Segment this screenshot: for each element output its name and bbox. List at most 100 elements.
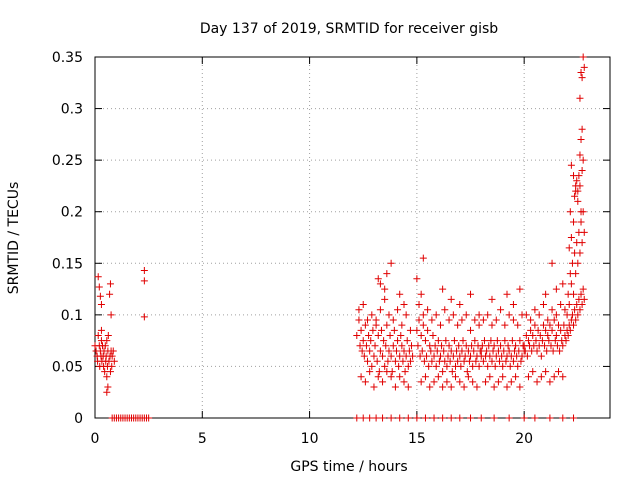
data-point — [548, 306, 556, 314]
data-point — [413, 275, 421, 283]
data-point — [546, 321, 554, 329]
data-point — [546, 378, 554, 386]
data-point — [565, 244, 573, 252]
data-point — [542, 326, 550, 334]
x-tick-label: 20 — [515, 431, 533, 447]
data-point — [548, 259, 556, 267]
data-point — [537, 373, 545, 381]
data-point — [452, 373, 459, 381]
data-point — [459, 337, 467, 345]
data-point — [369, 326, 377, 334]
data-point — [579, 156, 587, 164]
data-point — [104, 383, 112, 391]
data-point — [578, 239, 586, 247]
data-point — [445, 316, 453, 324]
data-point — [415, 316, 423, 324]
data-point — [145, 414, 153, 422]
data-point — [441, 306, 449, 314]
data-point — [580, 63, 588, 71]
data-point — [95, 283, 103, 291]
data-point — [565, 301, 573, 309]
data-point — [477, 414, 485, 422]
data-point — [465, 357, 473, 365]
data-point — [543, 347, 551, 355]
data-point — [566, 208, 574, 216]
data-point — [101, 342, 109, 350]
data-point — [404, 383, 412, 391]
data-point — [467, 326, 475, 334]
data-point — [368, 362, 376, 370]
data-point — [383, 368, 391, 376]
data-point — [552, 285, 560, 293]
data-point — [382, 342, 390, 350]
data-point — [455, 342, 463, 350]
data-point — [529, 331, 537, 339]
data-point — [397, 331, 405, 339]
data-point — [97, 301, 105, 309]
data-point — [483, 347, 491, 355]
data-point — [479, 357, 487, 365]
data-point — [501, 337, 509, 345]
data-point — [544, 331, 552, 339]
data-point — [545, 337, 553, 345]
data-point — [398, 321, 406, 329]
data-point — [578, 125, 586, 133]
data-point — [490, 383, 498, 391]
data-point — [109, 347, 117, 355]
data-point — [514, 321, 522, 329]
data-point — [356, 342, 364, 350]
data-point — [427, 347, 435, 355]
data-point — [556, 347, 564, 355]
data-point — [406, 357, 414, 365]
data-point — [514, 362, 522, 370]
data-point — [508, 337, 516, 345]
y-tick-label: 0.25 — [52, 153, 83, 169]
data-point — [524, 373, 532, 381]
data-point — [488, 295, 496, 303]
data-point — [357, 373, 365, 381]
data-point — [490, 342, 498, 350]
data-point — [383, 321, 391, 329]
data-point — [574, 187, 582, 195]
data-point — [445, 342, 453, 350]
data-point — [450, 337, 458, 345]
data-point — [430, 378, 438, 386]
data-point — [432, 362, 440, 370]
data-point — [417, 290, 425, 298]
data-point — [353, 414, 361, 422]
data-point — [567, 280, 575, 288]
data-point — [573, 177, 581, 185]
data-point — [362, 342, 370, 350]
data-point — [396, 290, 404, 298]
data-point — [368, 311, 376, 319]
data-point — [94, 273, 102, 281]
data-point — [493, 337, 501, 345]
data-point — [413, 414, 421, 422]
y-tick-label: 0.2 — [61, 205, 83, 221]
data-point — [580, 228, 588, 236]
data-point — [389, 316, 397, 324]
data-point — [404, 362, 412, 370]
data-point — [419, 321, 427, 329]
data-point — [361, 378, 369, 386]
data-point — [460, 383, 468, 391]
data-point — [97, 326, 105, 334]
data-point — [521, 347, 529, 355]
data-point — [456, 378, 464, 386]
data-point — [449, 311, 457, 319]
data-point — [464, 373, 472, 381]
data-point — [376, 306, 384, 314]
data-point — [426, 383, 434, 391]
data-point — [536, 331, 544, 339]
y-tick-label: 0.35 — [52, 50, 83, 66]
data-point — [103, 337, 111, 345]
data-point — [367, 337, 375, 345]
data-point — [501, 321, 509, 329]
data-point — [576, 249, 584, 257]
data-point — [517, 357, 525, 365]
data-point — [376, 280, 384, 288]
data-point — [544, 316, 552, 324]
data-point — [458, 347, 466, 355]
data-point — [497, 306, 505, 314]
x-tick-label: 0 — [91, 431, 100, 447]
